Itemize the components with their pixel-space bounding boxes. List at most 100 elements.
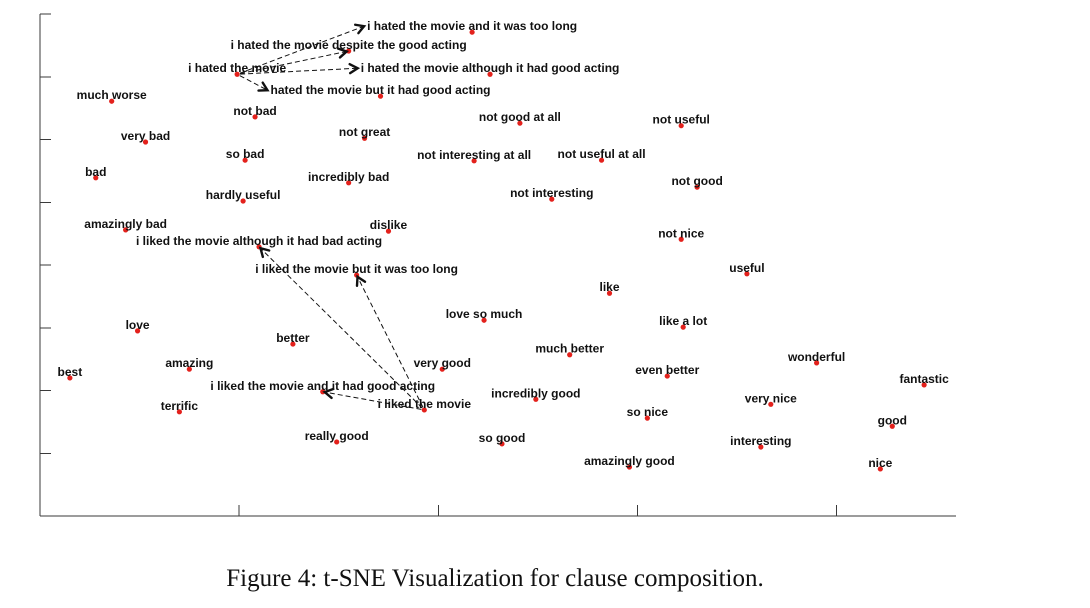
- data-point: amazingly good: [584, 454, 675, 470]
- data-point: better: [276, 331, 310, 347]
- data-point: like a lot: [659, 314, 707, 330]
- data-point: incredibly bad: [308, 170, 389, 186]
- point-label: so bad: [226, 147, 265, 161]
- point-label: really good: [305, 429, 369, 443]
- arrow-head: [322, 387, 335, 400]
- point-marker: [487, 71, 493, 77]
- data-point: not good: [671, 174, 723, 190]
- data-point: nice: [868, 456, 893, 472]
- data-point: so good: [479, 431, 525, 447]
- point-marker: [109, 98, 115, 104]
- point-label: better: [276, 331, 310, 345]
- data-point: hardly useful: [206, 188, 281, 204]
- point-label: incredibly bad: [308, 170, 389, 184]
- point-marker: [678, 236, 684, 242]
- arrow-head: [355, 274, 367, 288]
- arrow-line: [260, 247, 423, 409]
- point-label: not nice: [658, 226, 704, 240]
- point-label: not useful: [653, 113, 710, 127]
- data-point: much worse: [77, 88, 147, 104]
- point-label: amazingly bad: [84, 217, 167, 231]
- point-label: i hated the movie despite the good actin…: [231, 38, 467, 52]
- data-point: hated the movie but it had good acting: [271, 83, 491, 99]
- point-label: love so much: [446, 307, 523, 321]
- data-point: not great: [339, 125, 390, 141]
- point-marker: [252, 114, 258, 120]
- point-marker: [921, 382, 927, 388]
- point-label: love: [126, 318, 150, 332]
- point-label: i hated the movie: [188, 61, 286, 75]
- point-label: bad: [85, 165, 106, 179]
- data-point: good: [878, 413, 907, 429]
- point-label: terrific: [161, 399, 199, 413]
- point-marker: [334, 439, 340, 445]
- data-point: terrific: [161, 399, 199, 415]
- point-marker: [644, 415, 650, 421]
- point-marker: [471, 158, 477, 164]
- point-marker: [240, 198, 246, 204]
- point-label: much worse: [77, 88, 147, 102]
- point-label: not interesting: [510, 186, 593, 200]
- point-label: not good at all: [479, 110, 561, 124]
- data-point: amazingly bad: [84, 217, 167, 233]
- point-marker: [549, 196, 555, 202]
- arrow-lines: [239, 25, 424, 410]
- data-point: i hated the movie although it had good a…: [361, 61, 619, 77]
- point-marker: [694, 184, 700, 190]
- data-point: incredibly good: [491, 386, 581, 402]
- data-point: even better: [635, 363, 700, 379]
- point-marker: [377, 93, 384, 99]
- point-marker: [421, 407, 427, 413]
- point-marker: [680, 324, 686, 330]
- data-point: not nice: [658, 226, 705, 242]
- point-marker: [481, 317, 487, 323]
- data-point: much better: [535, 342, 604, 358]
- point-label: not useful at all: [558, 147, 646, 161]
- data-point: not interesting: [510, 186, 593, 202]
- point-label: interesting: [730, 434, 791, 448]
- point-label: amazingly good: [584, 454, 675, 468]
- point-label: so nice: [627, 405, 669, 419]
- point-marker: [234, 71, 240, 77]
- data-point: not interesting at all: [417, 148, 531, 164]
- arrow-line: [357, 276, 424, 408]
- arrow-head: [258, 246, 271, 259]
- data-point: very good: [414, 356, 471, 372]
- point-marker: [567, 352, 573, 358]
- point-marker: [439, 366, 445, 372]
- arrow-line: [240, 67, 358, 75]
- point-label: hardly useful: [206, 188, 281, 202]
- point-marker: [242, 157, 248, 163]
- arrow-head: [257, 81, 270, 92]
- arrow-line: [239, 25, 365, 74]
- point-marker: [134, 328, 141, 334]
- data-point: amazing: [165, 356, 213, 372]
- point-label: good: [878, 413, 907, 427]
- data-point: interesting: [730, 434, 792, 450]
- point-marker: [517, 120, 523, 126]
- point-label: i liked the movie although it had bad ac…: [136, 234, 382, 248]
- point-marker: [877, 466, 883, 472]
- arrow-line: [239, 75, 268, 91]
- data-point: very bad: [121, 129, 170, 145]
- point-label: not great: [339, 125, 390, 139]
- data-point: i hated the movie and it was too long: [367, 19, 577, 35]
- point-marker: [768, 401, 774, 407]
- point-label: i hated the movie and it was too long: [367, 19, 577, 33]
- data-point: like: [600, 280, 620, 296]
- arrow-head: [348, 62, 361, 75]
- point-label: not good: [671, 174, 722, 188]
- data-point: fantastic: [899, 372, 949, 388]
- data-point: not good at all: [479, 110, 561, 126]
- arrow-heads: [257, 23, 367, 400]
- data-point: dislike: [370, 218, 407, 234]
- figure-caption: Figure 4: t-SNE Visualization for clause…: [226, 565, 764, 592]
- point-label: best: [58, 365, 83, 379]
- data-point: best: [58, 365, 83, 381]
- data-point: not bad: [233, 104, 277, 120]
- point-marker: [290, 341, 296, 347]
- point-marker: [176, 409, 182, 415]
- point-label: i liked the movie: [378, 397, 472, 411]
- data-point: very nice: [745, 391, 797, 407]
